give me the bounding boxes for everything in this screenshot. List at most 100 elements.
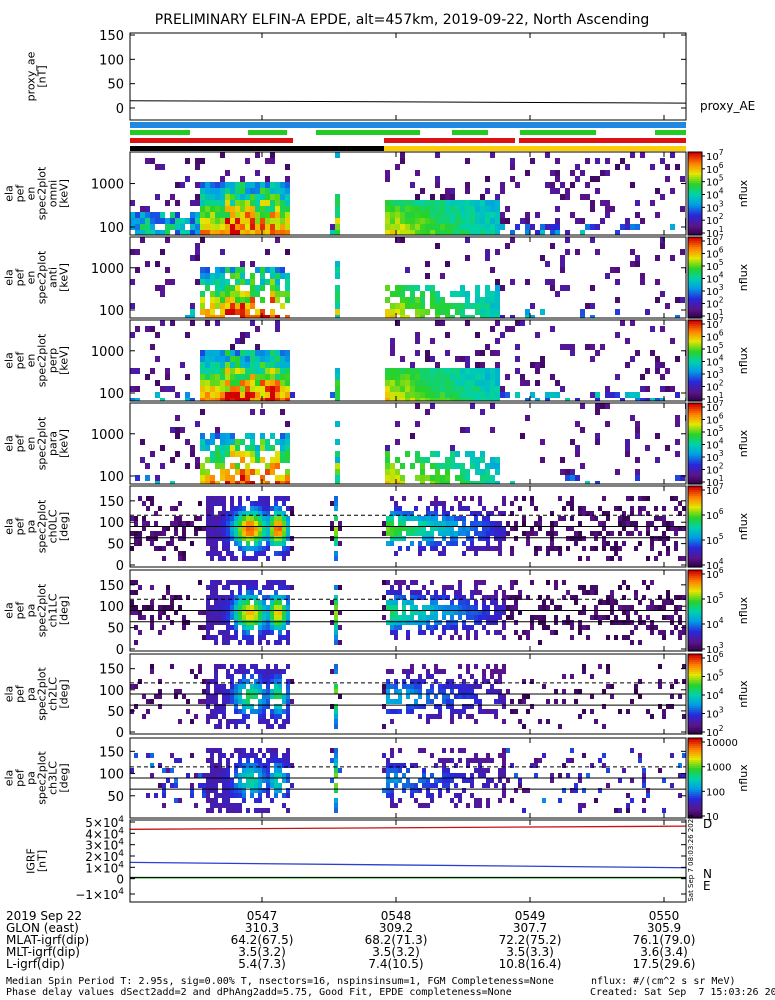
pa-cell: [402, 516, 406, 521]
pa-cell: [618, 709, 622, 714]
spectrogram-cell: [285, 350, 290, 356]
pa-cell: [598, 600, 602, 605]
pa-cell: [266, 719, 270, 724]
pa-cell: [242, 684, 246, 689]
spectrogram-cell: [665, 386, 670, 392]
spectrogram-cell: [675, 392, 680, 398]
pa-cell: [290, 546, 294, 551]
pa-cell: [282, 580, 286, 585]
spectrogram-cell: [660, 194, 665, 200]
colorbar-segment: [688, 678, 702, 681]
spectrogram-cell: [395, 392, 400, 398]
pa-cell: [250, 768, 254, 773]
pa-cell: [178, 536, 182, 541]
spectrogram-cell: [275, 224, 280, 230]
pa-cell: [154, 511, 158, 516]
spectrogram-cell: [655, 255, 660, 261]
spectrogram-cell: [225, 469, 230, 475]
spectrogram-cell: [280, 445, 285, 451]
pa-cell: [578, 808, 582, 813]
pa-cell: [678, 635, 682, 640]
spectrogram-cell: [185, 398, 190, 401]
pa-cell: [246, 635, 250, 640]
spectrogram-cell: [220, 273, 225, 279]
pa-cell: [238, 788, 242, 793]
pa-cell: [442, 531, 446, 536]
pa-cell: [234, 605, 238, 610]
spectrogram-cell: [390, 338, 395, 344]
pa-cell: [214, 501, 218, 506]
pa-cell: [498, 610, 502, 615]
pa-cell: [334, 808, 338, 813]
pa-cell: [502, 595, 506, 600]
spectrogram-cell: [495, 303, 500, 309]
spectrogram-cell: [525, 309, 530, 315]
pa-cell: [246, 679, 250, 684]
pa-cell: [434, 694, 438, 699]
spectrogram-cell: [385, 463, 390, 469]
colorbar-segment: [688, 814, 702, 817]
spectrogram-cell: [155, 164, 160, 170]
pa-cell: [410, 516, 414, 521]
pa-cell: [330, 610, 334, 615]
spectrogram-cell: [480, 218, 485, 224]
pa-cell: [450, 541, 454, 546]
pa-cell: [666, 526, 670, 531]
pa-cell: [446, 758, 450, 763]
spectrogram-cell: [230, 206, 235, 212]
colorbar-segment: [688, 490, 702, 493]
pa-cell: [422, 585, 426, 590]
pa-cell: [582, 669, 586, 674]
spectrogram-cell: [605, 273, 610, 279]
pa-cell: [410, 669, 414, 674]
pa-cell: [214, 620, 218, 625]
spectrogram-cell: [395, 386, 400, 392]
pa-cell: [478, 773, 482, 778]
spectrogram-cell: [505, 206, 510, 212]
pa-cell: [526, 694, 530, 699]
spectrogram-cell: [575, 176, 580, 182]
pa-cell: [502, 600, 506, 605]
pa-cell: [274, 679, 278, 684]
spectrogram-cell: [390, 344, 395, 350]
pa-cell: [570, 516, 574, 521]
pa-cell: [594, 605, 598, 610]
spectrogram-cell: [270, 398, 275, 401]
spectrogram-cell: [420, 475, 425, 481]
spectrogram-cell: [210, 356, 215, 362]
pa-cell: [546, 625, 550, 630]
igrf-series-N: [130, 861, 686, 869]
pa-cell: [206, 719, 210, 724]
pa-cell: [658, 679, 662, 684]
pa-cell: [270, 580, 274, 585]
colorbar-tick-label: 104: [706, 616, 724, 631]
spectrogram-cell: [280, 439, 285, 445]
pa-cell: [682, 526, 686, 531]
pa-cell: [158, 694, 162, 699]
pa-cell: [502, 758, 506, 763]
y-tick-label: 0: [116, 873, 124, 887]
pa-cell: [466, 778, 470, 783]
pa-cell: [486, 709, 490, 714]
colorbar-segment: [688, 394, 702, 398]
spectrogram-cell: [275, 212, 280, 218]
spectrogram-cell: [655, 279, 660, 285]
spectrogram-cell: [430, 398, 435, 401]
pa-cell: [206, 610, 210, 615]
pa-cell: [598, 615, 602, 620]
pa-cell: [450, 704, 454, 709]
spectrogram-cell: [285, 224, 290, 230]
pa-cell: [450, 526, 454, 531]
spectrogram-cell: [475, 463, 480, 469]
pa-cell: [470, 605, 474, 610]
spectrogram-cell: [260, 392, 265, 398]
pa-cell: [514, 580, 518, 585]
spectrogram-cell: [465, 237, 470, 243]
spectrogram-cell: [535, 332, 540, 338]
pa-cell: [434, 595, 438, 600]
pa-cell: [234, 694, 238, 699]
pa-cell: [502, 496, 506, 501]
colorbar-segment: [688, 174, 702, 178]
pa-cell: [498, 778, 502, 783]
colorbar-segment: [688, 189, 702, 193]
